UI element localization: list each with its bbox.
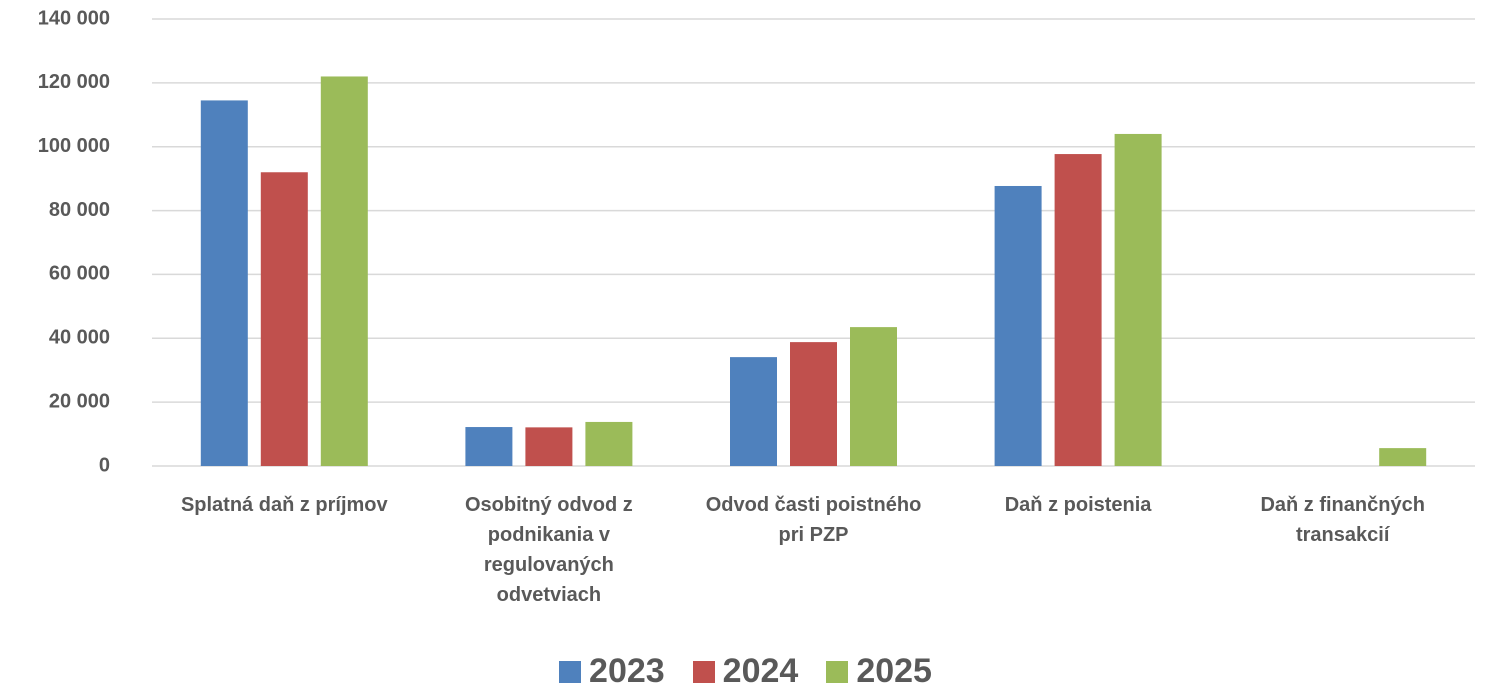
- y-tick-label: 20 000: [49, 390, 110, 412]
- bar: [260, 172, 308, 466]
- y-tick-label: 40 000: [49, 327, 110, 349]
- y-tick-label: 100 000: [38, 135, 110, 157]
- x-tick-label: Daň z finančných transakcií: [1260, 494, 1425, 546]
- bar: [200, 100, 248, 467]
- legend-label: 2023: [589, 652, 665, 690]
- legend-label: 2024: [722, 652, 799, 690]
- legend-item: 2025: [826, 652, 932, 691]
- y-tick-label: 120 000: [38, 71, 110, 93]
- bar: [320, 76, 368, 466]
- bar: [994, 185, 1042, 466]
- legend-label: 2025: [856, 652, 932, 690]
- bar: [1054, 154, 1102, 466]
- bar: [850, 327, 897, 466]
- y-tick-label: 140 000: [38, 7, 110, 29]
- bar: [1114, 133, 1162, 466]
- y-tick-label: 0: [99, 454, 110, 476]
- bar: [730, 357, 777, 466]
- bar: [585, 421, 633, 466]
- x-tick-label: Splatná daň z príjmov: [180, 494, 388, 516]
- legend-swatch: [826, 660, 849, 683]
- y-tick-label: 60 000: [49, 263, 110, 285]
- legend-item: 2023: [559, 652, 665, 691]
- legend-item: 2024: [692, 652, 799, 691]
- x-tick-label: Odvod časti poistného pri PZP: [705, 494, 922, 546]
- bar: [1379, 448, 1427, 466]
- legend: 2023 2024 2025: [0, 652, 1491, 691]
- x-tick-label: Daň z poistenia: [1004, 494, 1152, 516]
- x-tick-label: Osobitný odvod z podnikania v regulovaný…: [465, 494, 633, 606]
- bar: [465, 427, 513, 466]
- bar: [525, 427, 573, 466]
- y-tick-label: 80 000: [49, 199, 110, 221]
- legend-swatch: [559, 660, 582, 683]
- legend-swatch: [692, 660, 715, 683]
- bar: [790, 342, 837, 466]
